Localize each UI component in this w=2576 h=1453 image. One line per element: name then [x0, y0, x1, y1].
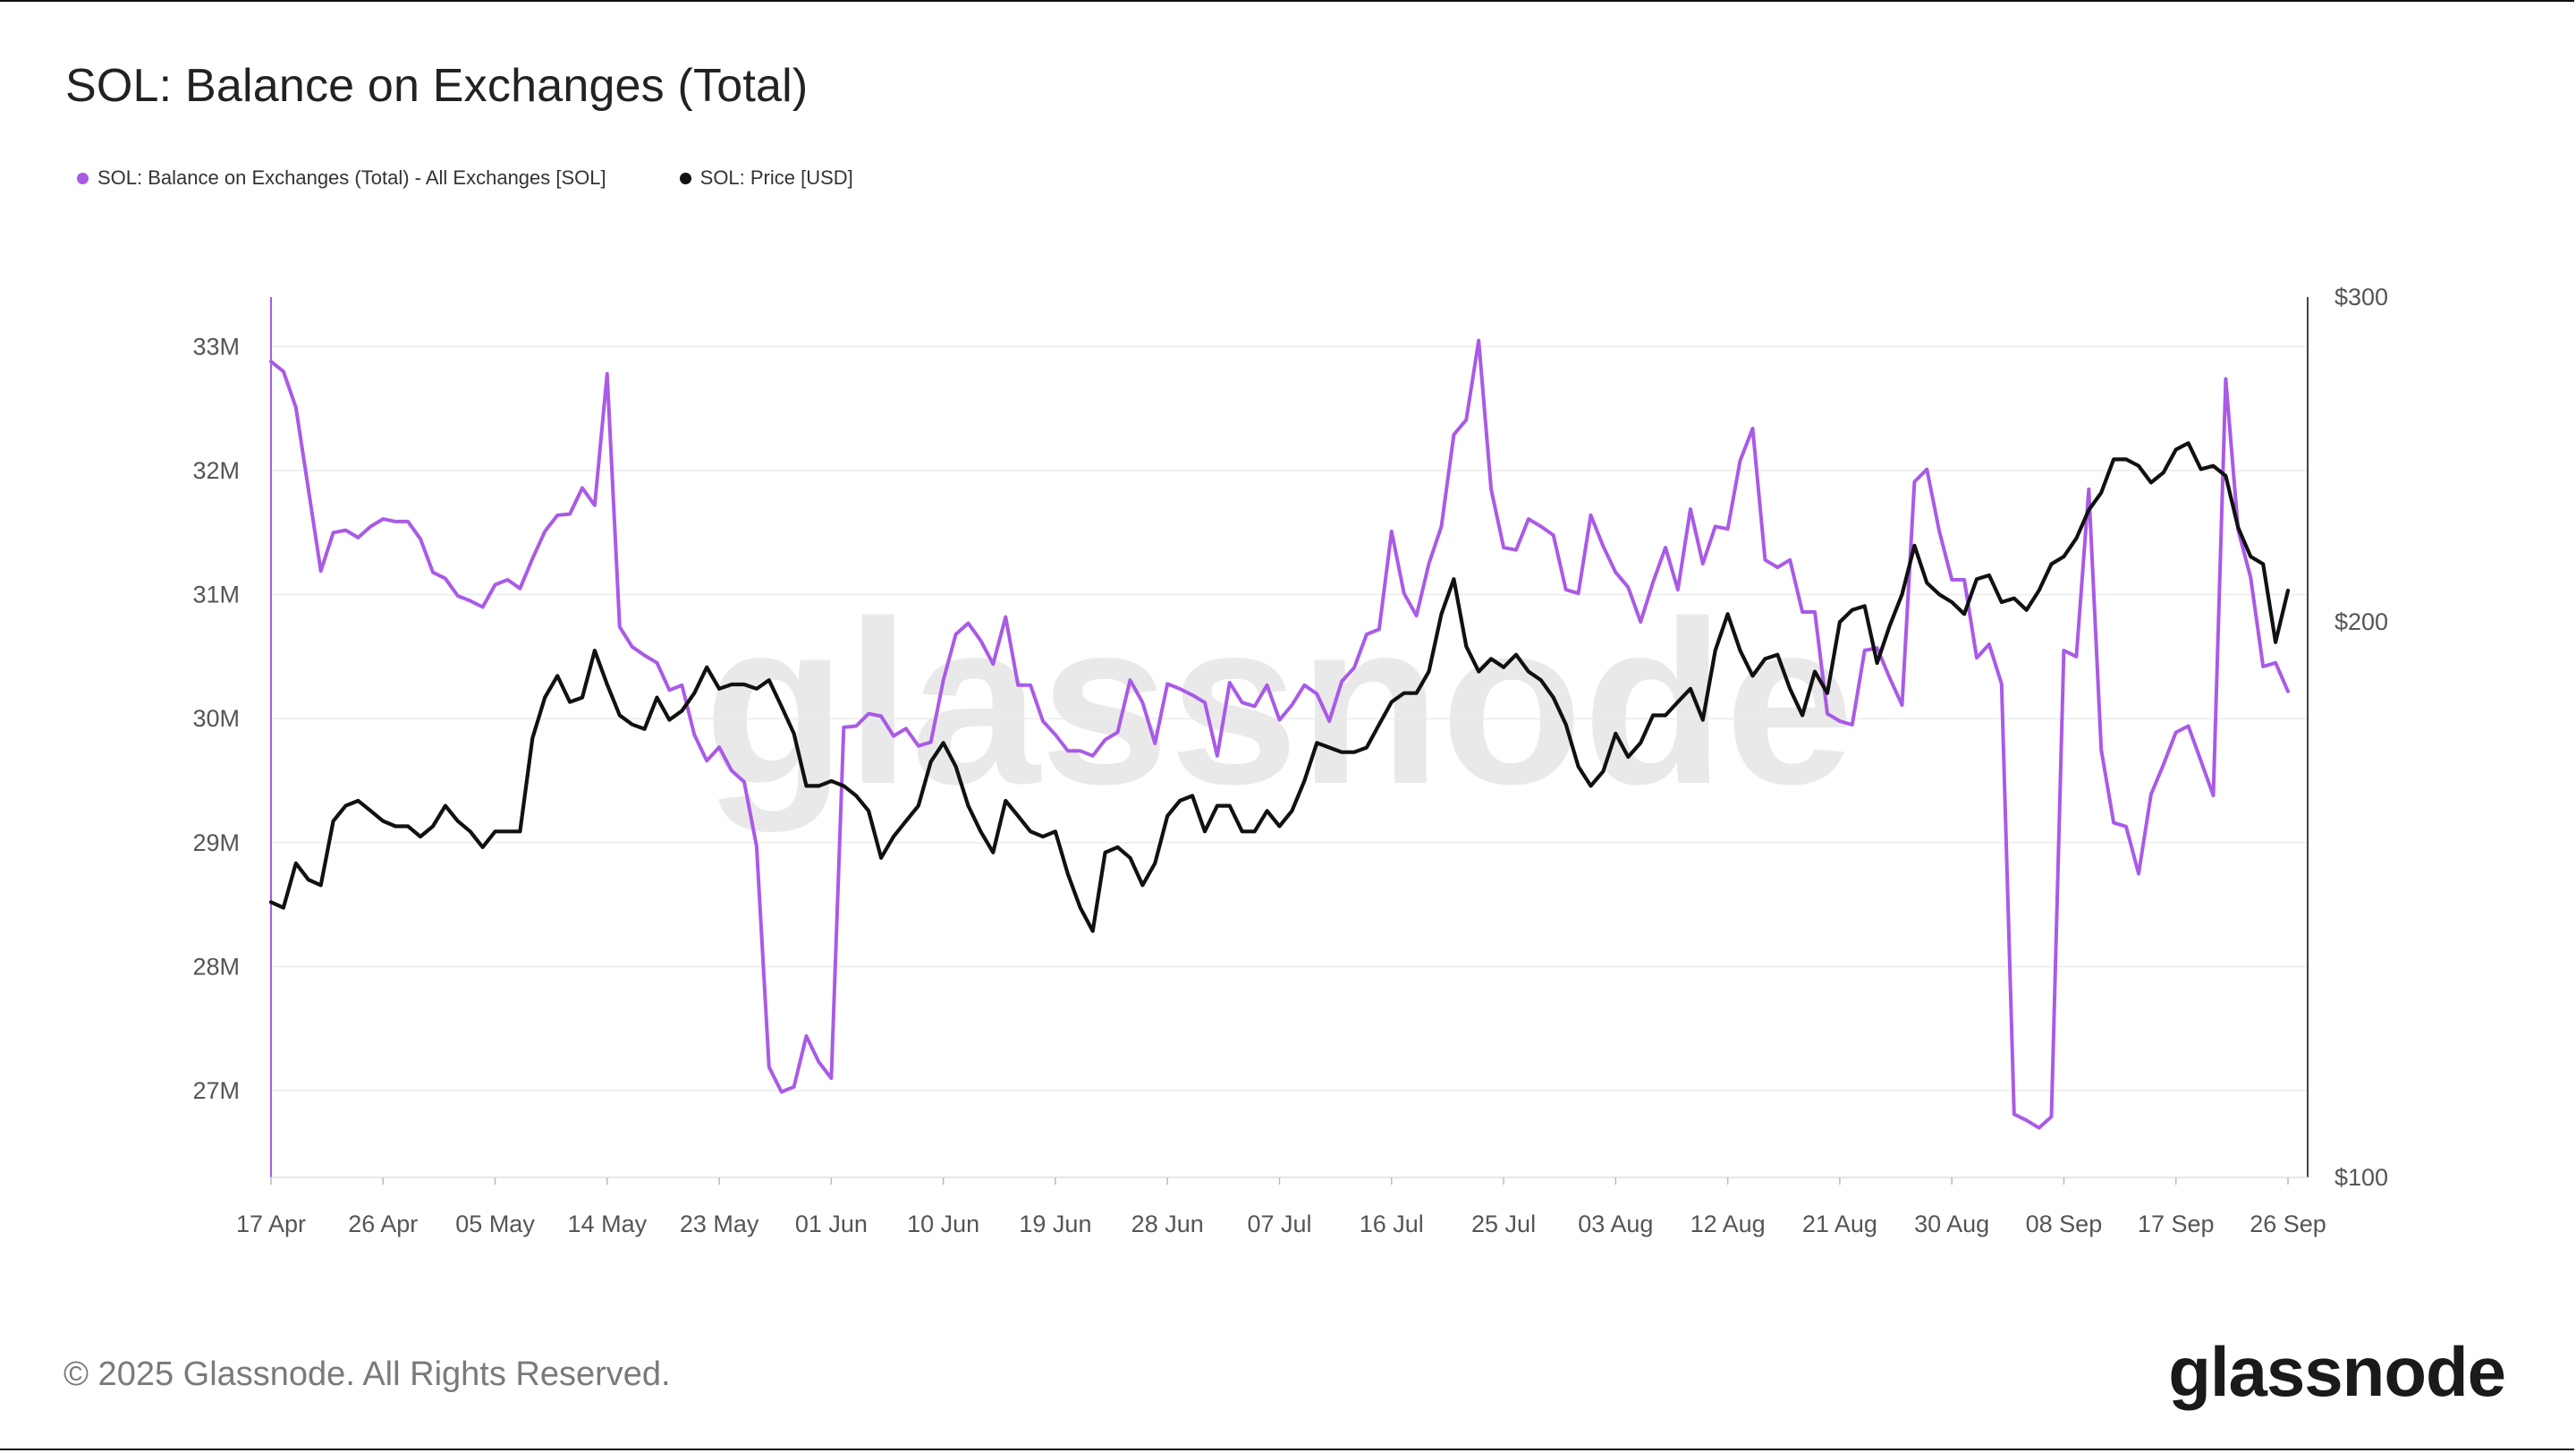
x-tick-label: 17 Sep: [2138, 1211, 2215, 1237]
x-tick-label: 14 May: [568, 1211, 648, 1237]
x-tick-label: 08 Sep: [2026, 1211, 2103, 1237]
x-tick-label: 30 Aug: [1914, 1211, 1989, 1237]
legend-label-balance: SOL: Balance on Exchanges (Total) - All …: [97, 166, 606, 189]
chart-title: SOL: Balance on Exchanges (Total): [65, 60, 809, 112]
y-left-tick-label: 32M: [192, 457, 240, 484]
brand-logo: glassnode: [2168, 1332, 2506, 1411]
copyright-text: © 2025 Glassnode. All Rights Reserved.: [64, 1355, 671, 1393]
watermark-layer: glassnode: [704, 574, 1854, 834]
x-tick-label: 25 Jul: [1471, 1211, 1536, 1237]
chart-legend: SOL: Balance on Exchanges (Total) - All …: [77, 165, 927, 191]
x-tick-label: 26 Apr: [348, 1211, 418, 1237]
x-tick-label: 07 Jul: [1247, 1211, 1311, 1237]
x-tick-label: 19 Jun: [1019, 1211, 1091, 1237]
legend-item-balance[interactable]: SOL: Balance on Exchanges (Total) - All …: [77, 166, 606, 190]
y-left-tick-label: 28M: [192, 953, 240, 980]
x-tick-label: 17 Apr: [236, 1211, 306, 1237]
x-tick-label: 12 Aug: [1690, 1211, 1766, 1237]
y-left-tick-label: 33M: [192, 333, 240, 360]
x-tick-label: 26 Sep: [2250, 1211, 2326, 1237]
y-left-tick-label: 29M: [192, 829, 240, 856]
watermark-logo: glassnode: [704, 574, 1854, 834]
x-tick-label: 23 May: [680, 1211, 759, 1237]
legend-label-price: SOL: Price [USD]: [699, 166, 853, 189]
y-left-tick-label: 30M: [192, 705, 240, 732]
x-tick-label: 10 Jun: [907, 1211, 979, 1237]
y-right-tick-label: $100: [2334, 1164, 2388, 1191]
series-layer: [268, 338, 2291, 1130]
x-tick-label: 21 Aug: [1802, 1211, 1877, 1237]
axis-layer: [270, 297, 2309, 1185]
legend-dot-balance-icon: [77, 172, 89, 184]
series-line-balance[interactable]: [269, 338, 2290, 1130]
label-layer: 27M 28M 29M 30M 31M 32M 33M $100 $200 $300 17 Apr 2…: [192, 284, 2388, 1237]
y-right-tick-label: $300: [2334, 284, 2388, 310]
y-right-tick-label: $200: [2334, 608, 2388, 635]
legend-item-price[interactable]: SOL: Price [USD]: [679, 166, 853, 190]
x-tick-label: 05 May: [455, 1211, 535, 1237]
y-left-tick-label: 31M: [192, 582, 240, 608]
y-left-tick-label: 27M: [192, 1077, 240, 1104]
series-line-price[interactable]: [268, 441, 2291, 933]
x-tick-label: 16 Jul: [1360, 1211, 1424, 1237]
x-tick-label: 03 Aug: [1578, 1211, 1653, 1237]
legend-dot-price-icon: [679, 172, 691, 184]
x-tick-label: 28 Jun: [1131, 1211, 1204, 1237]
x-tick-label: 01 Jun: [795, 1211, 868, 1237]
